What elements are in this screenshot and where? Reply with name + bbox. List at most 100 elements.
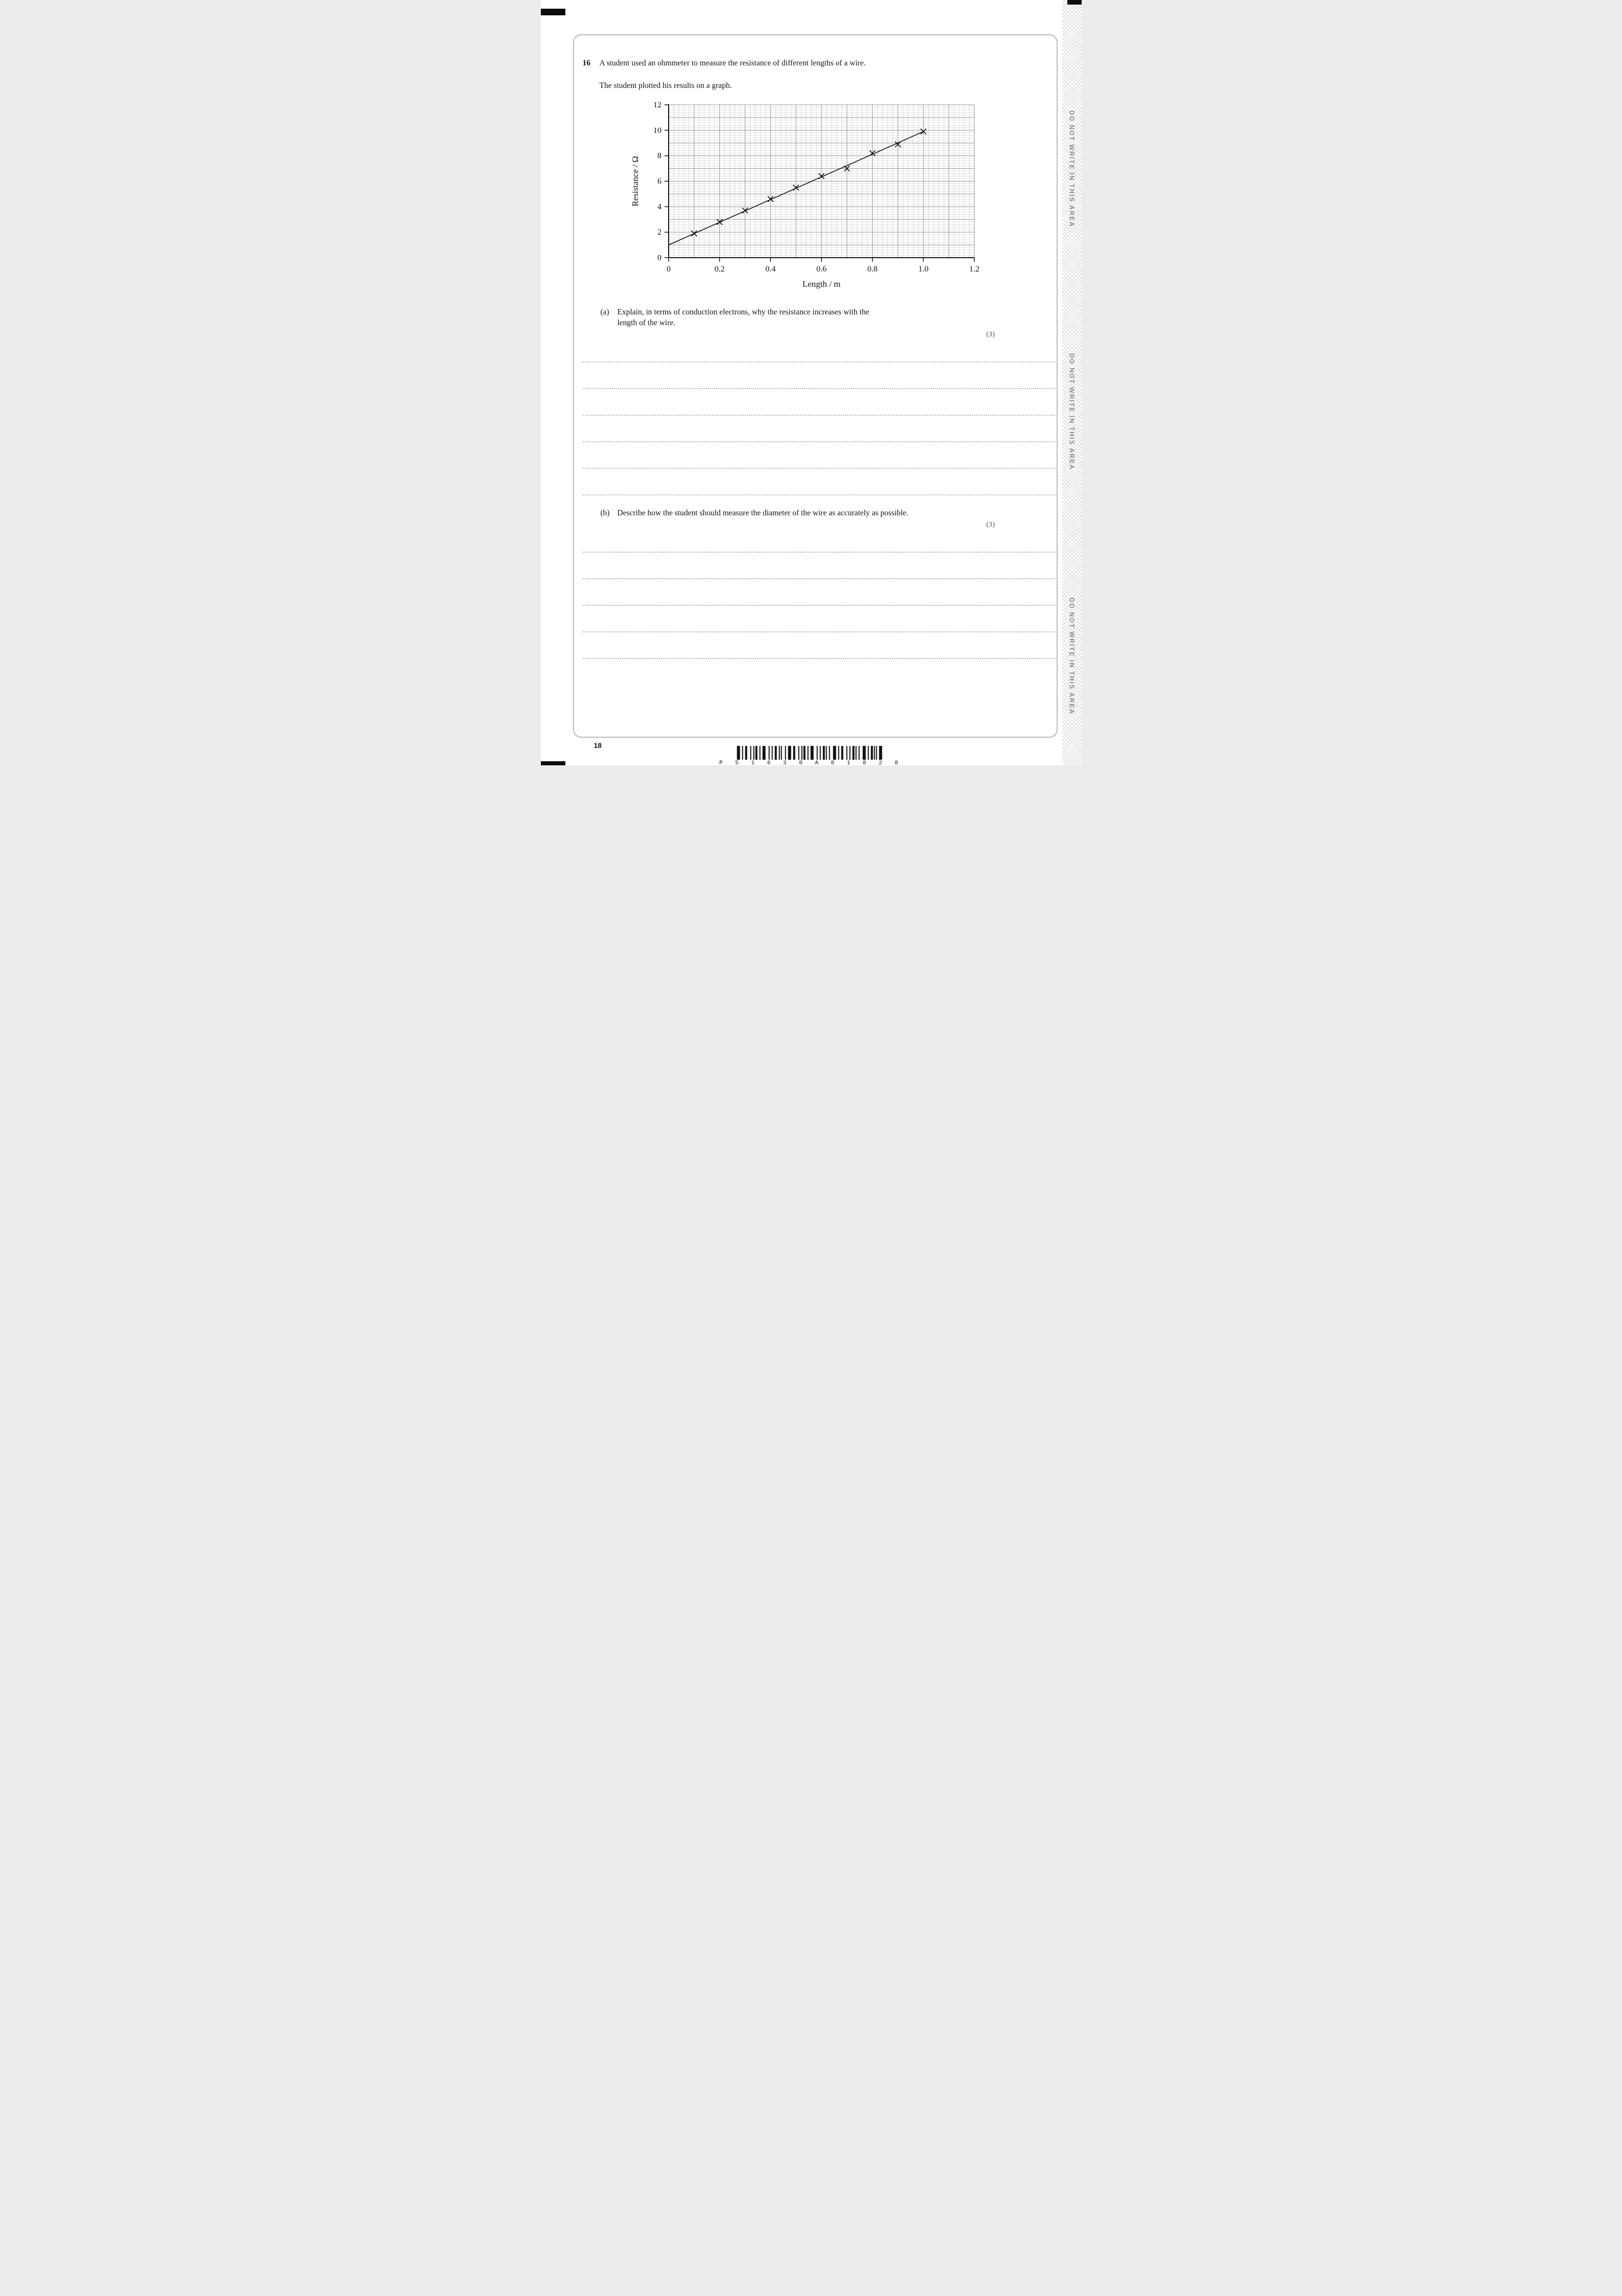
barcode-bar bbox=[801, 746, 803, 760]
barcode-bar bbox=[781, 746, 782, 760]
do-not-write-strip: DO NOT WRITE IN THIS AREA DO NOT WRITE I… bbox=[1062, 0, 1082, 765]
barcode-bar bbox=[871, 746, 873, 760]
barcode-bar bbox=[849, 746, 851, 760]
barcode-bar bbox=[779, 746, 780, 760]
y-axis-label: Resistance / Ω bbox=[630, 156, 640, 207]
barcode-bar bbox=[819, 746, 821, 760]
answer-line bbox=[582, 442, 1055, 469]
barcode-bar bbox=[867, 746, 869, 760]
barcode-bar bbox=[855, 746, 857, 760]
axes: 0 0.2 0.4 0.6 0.8 1.0 1.2 0 2 4 6 8 10 12 bbox=[653, 101, 979, 274]
barcode-bar bbox=[841, 746, 843, 760]
page-number: 18 bbox=[593, 741, 602, 749]
answer-line bbox=[582, 416, 1055, 442]
answer-line bbox=[582, 389, 1055, 416]
barcode-bar bbox=[750, 746, 751, 760]
barcode-bar bbox=[862, 746, 866, 760]
barcode-bar bbox=[846, 746, 848, 760]
svg-text:0.8: 0.8 bbox=[867, 265, 877, 274]
svg-text:0: 0 bbox=[657, 254, 661, 262]
question-intro-line2: The student plotted his results on a gra… bbox=[599, 81, 732, 90]
grid bbox=[668, 104, 974, 258]
part-a-answer-lines bbox=[582, 340, 1055, 495]
answer-line bbox=[582, 530, 1055, 553]
part-b-row: (b) Describe how the student should meas… bbox=[601, 508, 1057, 518]
svg-text:1.0: 1.0 bbox=[918, 265, 928, 274]
part-b-label: (b) bbox=[600, 509, 610, 517]
barcode-bar bbox=[737, 746, 740, 760]
barcode-bar bbox=[755, 746, 758, 760]
registration-mark-top-right bbox=[1067, 0, 1082, 5]
exam-page: DO NOT WRITE IN THIS AREA DO NOT WRITE I… bbox=[540, 0, 1082, 765]
part-a-row: (a) Explain, in terms of conduction elec… bbox=[601, 307, 1057, 328]
question-region: 16 A student used an ohmmeter to measure… bbox=[573, 34, 1058, 738]
barcode-bar bbox=[816, 746, 818, 760]
barcode-bar bbox=[793, 746, 795, 760]
svg-text:6: 6 bbox=[657, 177, 661, 186]
svg-text:0.2: 0.2 bbox=[714, 265, 724, 274]
barcode-bar bbox=[768, 746, 770, 760]
answer-line bbox=[582, 553, 1055, 579]
barcode-bar bbox=[742, 746, 743, 760]
svg-text:12: 12 bbox=[653, 101, 661, 109]
barcode-bar bbox=[762, 746, 766, 760]
question-header: 16 A student used an ohmmeter to measure… bbox=[583, 58, 1057, 69]
question-intro-line1: A student used an ohmmeter to measure th… bbox=[599, 59, 866, 67]
barcode-bar bbox=[785, 746, 786, 760]
resistance-length-graph: 0 0.2 0.4 0.6 0.8 1.0 1.2 0 2 4 6 8 10 12 Length / m Re… bbox=[630, 101, 979, 289]
chart: 0 0.2 0.4 0.6 0.8 1.0 1.2 0 2 4 6 8 10 12 Length / m Re… bbox=[583, 97, 1057, 293]
barcode-bar bbox=[803, 746, 806, 760]
barcode-bar bbox=[774, 746, 777, 760]
svg-text:4: 4 bbox=[657, 202, 661, 211]
answer-line bbox=[582, 632, 1055, 659]
data-points bbox=[691, 128, 926, 237]
part-a-label: (a) bbox=[600, 308, 609, 316]
barcode-bar bbox=[810, 746, 814, 760]
barcode-bar bbox=[798, 746, 799, 760]
question-part-a: (a) Explain, in terms of conduction elec… bbox=[601, 307, 1057, 328]
registration-mark-top-left bbox=[540, 9, 565, 15]
svg-text:0: 0 bbox=[667, 265, 671, 274]
part-a-text: Explain, in terms of conduction electron… bbox=[618, 307, 870, 328]
svg-text:0.6: 0.6 bbox=[816, 265, 827, 274]
barcode-bar bbox=[876, 746, 877, 760]
barcode-bar bbox=[753, 746, 755, 760]
svg-text:0.4: 0.4 bbox=[765, 265, 775, 274]
svg-text:10: 10 bbox=[653, 126, 661, 135]
do-not-write-text: DO NOT WRITE IN THIS AREA bbox=[1068, 110, 1076, 228]
barcode-text: P 5 1 6 3 0 A 0 1 8 2 8 bbox=[719, 760, 903, 765]
best-fit-line bbox=[668, 131, 924, 245]
barcode-bar bbox=[745, 746, 747, 760]
answer-line bbox=[582, 606, 1055, 632]
question-number: 16 bbox=[582, 59, 591, 67]
barcode-bar bbox=[788, 746, 791, 760]
barcode-bar bbox=[852, 746, 855, 760]
answer-line bbox=[582, 362, 1055, 389]
barcode-bar bbox=[858, 746, 860, 760]
answer-line bbox=[582, 579, 1055, 606]
barcode-bars bbox=[719, 746, 903, 760]
barcode-bar bbox=[829, 746, 830, 760]
x-axis-label: Length / m bbox=[802, 279, 840, 289]
part-b-text: Describe how the student should measure … bbox=[617, 509, 908, 517]
barcode-bar bbox=[874, 746, 875, 760]
do-not-write-text: DO NOT WRITE IN THIS AREA bbox=[1068, 597, 1076, 715]
part-b-answer-lines bbox=[582, 530, 1055, 659]
barcode-bar bbox=[833, 746, 836, 760]
registration-mark-bottom-left bbox=[540, 761, 565, 765]
barcode-bar bbox=[823, 746, 825, 760]
part-a-marks: (3) bbox=[986, 330, 995, 338]
barcode-bar bbox=[879, 746, 882, 760]
do-not-write-text: DO NOT WRITE IN THIS AREA bbox=[1068, 353, 1076, 470]
answer-line bbox=[582, 340, 1055, 362]
part-a-text-line1: Explain, in terms of conduction electron… bbox=[617, 308, 870, 316]
barcode-bar bbox=[771, 746, 773, 760]
barcode: P 5 1 6 3 0 A 0 1 8 2 8 bbox=[719, 746, 903, 765]
answer-line bbox=[582, 469, 1055, 495]
svg-text:2: 2 bbox=[657, 228, 661, 237]
barcode-bar bbox=[807, 746, 809, 760]
svg-text:1.2: 1.2 bbox=[969, 265, 979, 274]
part-a-text-line2: length of the wire. bbox=[617, 319, 676, 327]
question-part-b: (b) Describe how the student should meas… bbox=[601, 508, 1057, 518]
barcode-bar bbox=[838, 746, 839, 760]
